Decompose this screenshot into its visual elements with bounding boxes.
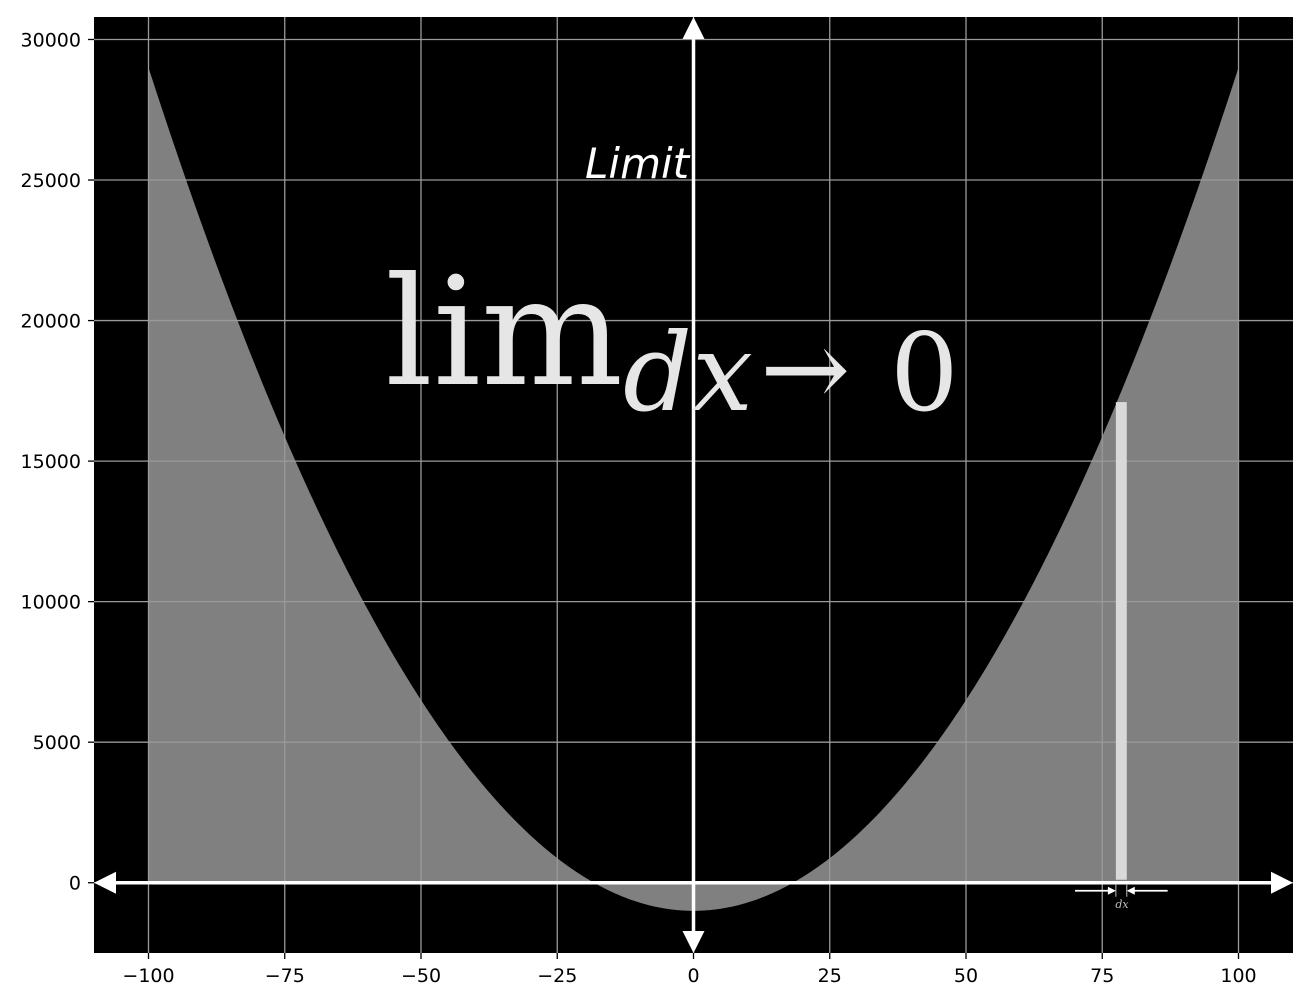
dx-annotation: dx (1075, 884, 1168, 911)
x-tick-label: −75 (265, 965, 305, 987)
x-tick-label: 50 (954, 965, 978, 987)
dx-label: dx (1115, 898, 1129, 911)
dx-left-arrowhead (1107, 886, 1116, 895)
x-tick-label: −100 (122, 965, 174, 987)
y-tick-label: 15000 (21, 451, 81, 473)
y-tick-label: 30000 (21, 29, 81, 51)
highlight-bar-layer (1115, 402, 1127, 880)
y-tick-label: 0 (69, 873, 81, 895)
x-tick-label: −25 (537, 965, 577, 987)
y-tick-label: 20000 (21, 311, 81, 333)
area-fill-layer (148, 67, 1239, 911)
chart-title: Limit (585, 139, 691, 188)
y-tick-label: 25000 (21, 170, 81, 192)
x-tick-label: 75 (1090, 965, 1114, 987)
highlight-bar (1115, 402, 1127, 880)
x-tick-label: −50 (401, 965, 441, 987)
y-axis-top-arrow (682, 17, 705, 39)
y-axis-bottom-arrow (682, 931, 705, 953)
area-fill (148, 67, 1239, 911)
x-tick-label: 100 (1220, 965, 1256, 987)
x-tick-label: 25 (818, 965, 842, 987)
y-tick-label: 10000 (21, 592, 81, 614)
axis-arrows-layer (94, 17, 1293, 953)
limit-lim-text: lim (385, 246, 623, 420)
limit-subscript-arrow: → (760, 307, 851, 432)
tick-labels-layer: −100 −75 −50 −25 0 25 50 75 100 0 5000 10000 15000 20… (21, 29, 1257, 987)
limit-subscript-var: dx (623, 311, 753, 436)
dx-right-arrowhead (1126, 886, 1135, 895)
x-tick-label: 0 (687, 965, 699, 987)
x-axis-right-arrow (1271, 871, 1293, 894)
limit-annotation: lim dx → 0 (385, 246, 959, 436)
x-axis-left-arrow (94, 871, 116, 894)
limit-subscript-target: 0 (890, 311, 959, 436)
y-tick-label: 5000 (33, 732, 81, 754)
